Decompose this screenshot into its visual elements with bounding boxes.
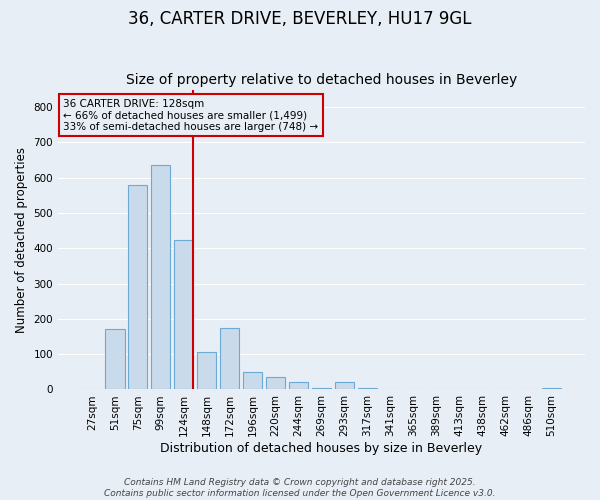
Bar	[542, 388, 561, 390]
Bar	[335, 382, 354, 390]
Bar	[312, 388, 331, 390]
Text: 36, CARTER DRIVE, BEVERLEY, HU17 9GL: 36, CARTER DRIVE, BEVERLEY, HU17 9GL	[128, 10, 472, 28]
Bar	[197, 352, 217, 390]
Bar	[266, 377, 286, 390]
Text: Contains HM Land Registry data © Crown copyright and database right 2025.
Contai: Contains HM Land Registry data © Crown c…	[104, 478, 496, 498]
Title: Size of property relative to detached houses in Beverley: Size of property relative to detached ho…	[126, 73, 517, 87]
Bar	[220, 328, 239, 390]
Bar	[128, 185, 148, 390]
X-axis label: Distribution of detached houses by size in Beverley: Distribution of detached houses by size …	[160, 442, 482, 455]
Bar	[174, 240, 193, 390]
Bar	[151, 166, 170, 390]
Bar	[105, 330, 125, 390]
Bar	[358, 388, 377, 390]
Bar	[289, 382, 308, 390]
Bar	[243, 372, 262, 390]
Text: 36 CARTER DRIVE: 128sqm
← 66% of detached houses are smaller (1,499)
33% of semi: 36 CARTER DRIVE: 128sqm ← 66% of detache…	[64, 98, 319, 132]
Y-axis label: Number of detached properties: Number of detached properties	[15, 146, 28, 332]
